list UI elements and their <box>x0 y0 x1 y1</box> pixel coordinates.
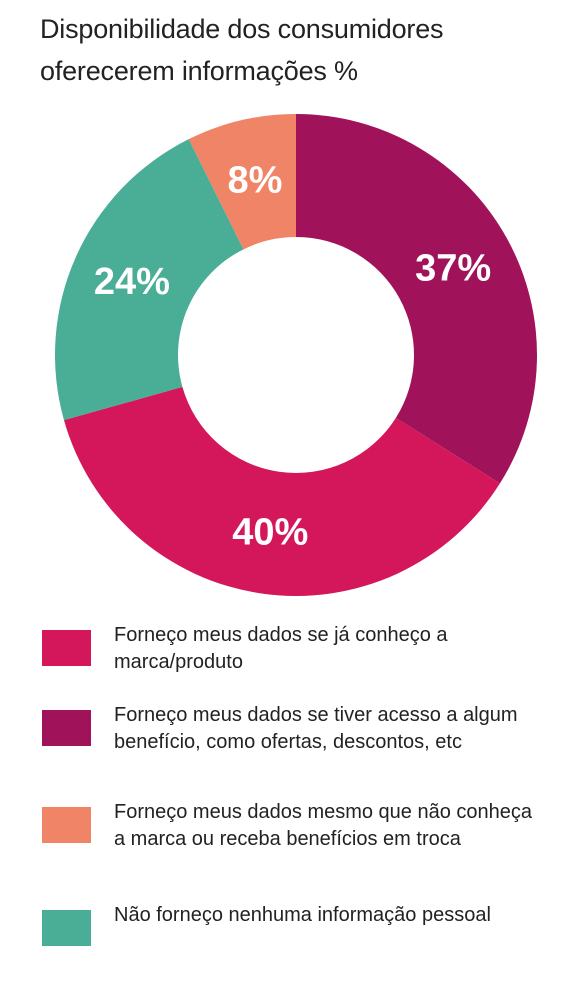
legend-swatch <box>42 807 91 843</box>
legend-label: Forneço meus dados se tiver acesso a alg… <box>114 704 518 753</box>
chart-title: Disponibilidade dos consumidores oferece… <box>40 14 444 86</box>
legend-swatch <box>42 910 91 946</box>
slice-label-3: 8% <box>228 159 283 201</box>
donut-chart: 37% 40% 24% 8% <box>54 114 537 596</box>
slice-2 <box>54 139 244 421</box>
legend-label: Não forneço nenhuma informação pessoal <box>114 904 491 926</box>
slice-label-0: 37% <box>415 247 491 289</box>
legend-swatch <box>42 710 91 746</box>
legend: Forneço meus dados se já conheço a marca… <box>42 622 562 988</box>
legend-label: Forneço meus dados mesmo que não conheça… <box>114 801 533 850</box>
slice-label-2: 24% <box>94 261 170 303</box>
slice-3 <box>188 114 296 250</box>
legend-item: Não forneço nenhuma informação pessoal <box>42 902 562 988</box>
legend-item: Forneço meus dados se já conheço a marca… <box>42 622 562 702</box>
legend-item: Forneço meus dados se tiver acesso a alg… <box>42 702 562 799</box>
legend-label: Forneço meus dados se já conheço a marca… <box>114 624 448 673</box>
slice-label-1: 40% <box>232 512 308 554</box>
legend-item: Forneço meus dados mesmo que não conheça… <box>42 799 562 902</box>
slice-0 <box>296 114 537 484</box>
legend-swatch <box>42 630 91 666</box>
slice-1 <box>63 386 500 596</box>
